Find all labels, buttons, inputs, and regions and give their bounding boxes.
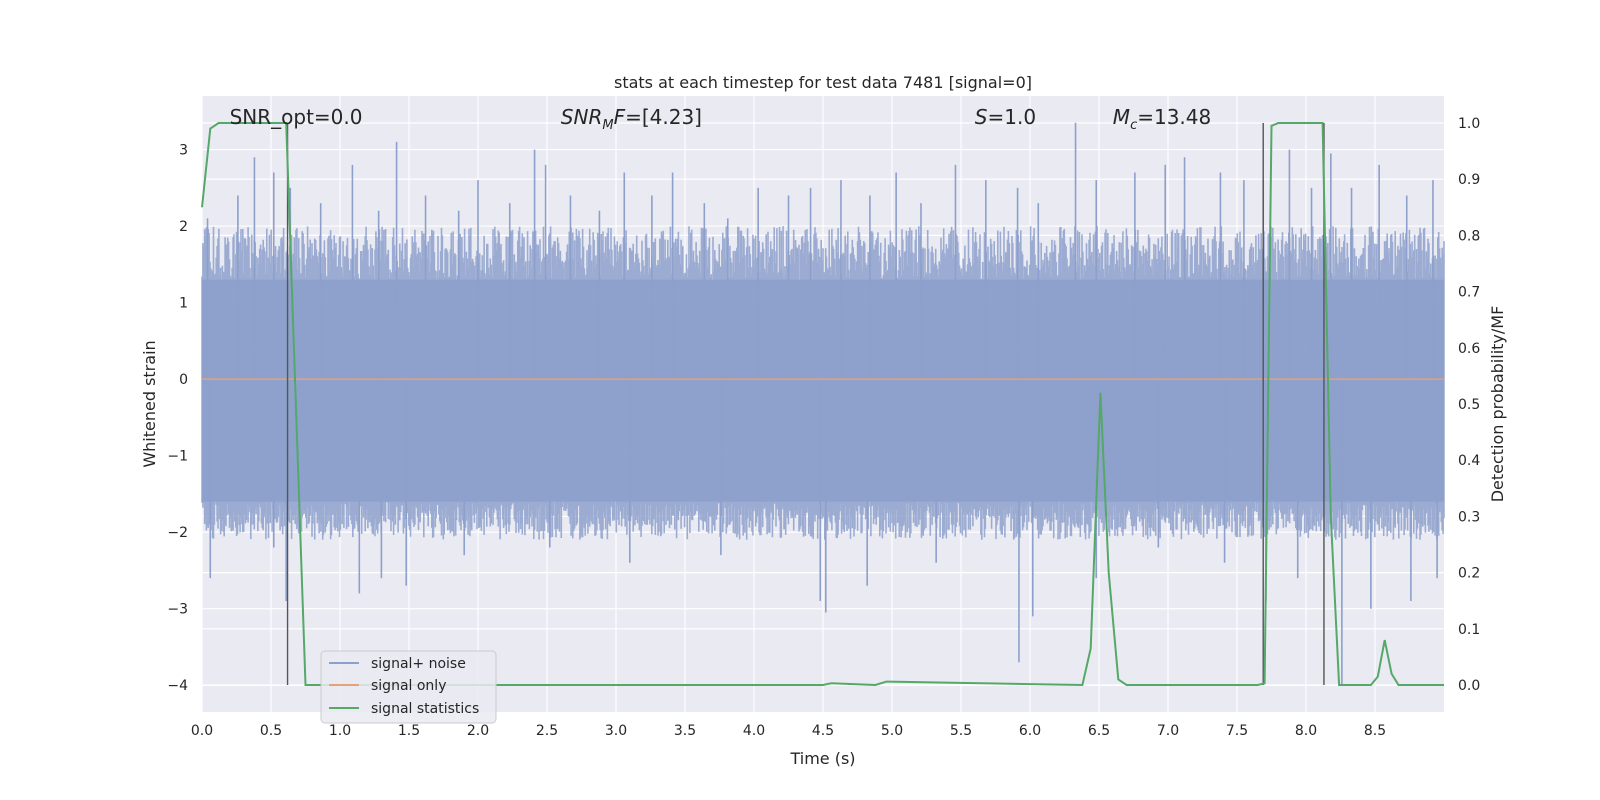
- annotation-subscript: M: [602, 118, 613, 133]
- x-tick-label: 0.5: [260, 723, 282, 739]
- x-tick-label: 5.0: [881, 723, 903, 739]
- y-tick-label-right: 1.0: [1458, 116, 1480, 132]
- y-tick-label-left: −1: [167, 449, 188, 465]
- y-tick-label-right: 0.2: [1458, 566, 1480, 582]
- x-tick-label: 4.0: [743, 723, 765, 739]
- y-tick-label-right: 0.4: [1458, 453, 1480, 469]
- annotation-value: =1.0: [988, 105, 1037, 129]
- x-tick-label: 6.0: [1019, 723, 1041, 739]
- y-tick-label-right: 0.6: [1458, 341, 1480, 357]
- y-tick-label-left: 3: [179, 143, 188, 159]
- annotation: SNR_opt=0.0: [230, 105, 363, 129]
- x-tick-label: 1.5: [398, 723, 420, 739]
- x-tick-label: 8.0: [1295, 723, 1317, 739]
- annotation: S=1.0: [975, 105, 1036, 129]
- y-axis-label-right: Detection probability/MF: [1488, 306, 1507, 503]
- x-tick-label: 4.5: [812, 723, 834, 739]
- y-tick-label-right: 0.8: [1458, 228, 1480, 244]
- x-tick-label: 7.5: [1226, 723, 1248, 739]
- ticks: 0.0 0.5 1.0 1.5 2.0 2.5 3.0 3.5 4.0 4.5 5.0 5.5 6.0 6…: [167, 116, 1480, 739]
- legend-label-statistics: signal statistics: [371, 701, 479, 717]
- annotation: SNRMF=[4.23]: [561, 105, 702, 133]
- annotations: SNR_opt=0.0 SNRMF=[4.23] S=1.0 Mc=13.48: [230, 105, 1212, 133]
- annotation-symbol: SNR: [561, 105, 603, 129]
- legend: signal+ noise signal only signal statist…: [320, 650, 497, 724]
- annotation: Mc=13.48: [1113, 105, 1211, 133]
- y-tick-label-left: −4: [167, 678, 188, 694]
- y-tick-label-left: 0: [179, 372, 188, 388]
- x-tick-label: 5.5: [950, 723, 972, 739]
- x-tick-label: 8.5: [1364, 723, 1386, 739]
- annotation-symbol: SNR_opt: [230, 105, 314, 129]
- x-tick-label: 1.0: [329, 723, 351, 739]
- x-tick-label: 7.0: [1157, 723, 1179, 739]
- annotation-value: =13.48: [1137, 105, 1211, 129]
- chart-title: stats at each timestep for test data 748…: [614, 73, 1032, 92]
- legend-label-signal-only: signal only: [371, 678, 446, 694]
- x-tick-label: 6.5: [1088, 723, 1110, 739]
- annotation-suffix: F: [614, 105, 626, 129]
- y-tick-label-right: 0.0: [1458, 678, 1480, 694]
- y-tick-label-right: 0.3: [1458, 509, 1480, 525]
- annotation-value: =[4.23]: [625, 105, 702, 129]
- legend-box: [320, 650, 497, 724]
- y-tick-label-right: 0.5: [1458, 397, 1480, 413]
- y-tick-label-left: −3: [167, 602, 188, 618]
- x-tick-label: 3.5: [674, 723, 696, 739]
- y-tick-label-left: −2: [167, 525, 188, 541]
- legend-label-noise: signal+ noise: [371, 656, 466, 672]
- y-tick-label-right: 0.7: [1458, 285, 1480, 301]
- y-tick-label-left: 1: [179, 296, 188, 312]
- x-axis-label: Time (s): [789, 749, 855, 768]
- annotation-symbol: S: [975, 105, 988, 129]
- x-tick-label: 2.0: [467, 723, 489, 739]
- annotation-value: =0.0: [314, 105, 363, 129]
- y-tick-label-right: 0.1: [1458, 622, 1480, 638]
- y-tick-label-left: 2: [179, 219, 188, 235]
- annotation-symbol: M: [1113, 105, 1130, 129]
- y-axis-label-left: Whitened strain: [140, 340, 159, 467]
- annotation-subscript: c: [1130, 118, 1137, 133]
- x-tick-label: 3.0: [605, 723, 627, 739]
- x-tick-label: 2.5: [536, 723, 558, 739]
- y-tick-label-right: 0.9: [1458, 172, 1480, 188]
- x-tick-label: 0.0: [191, 723, 213, 739]
- noise-core: [202, 279, 1444, 502]
